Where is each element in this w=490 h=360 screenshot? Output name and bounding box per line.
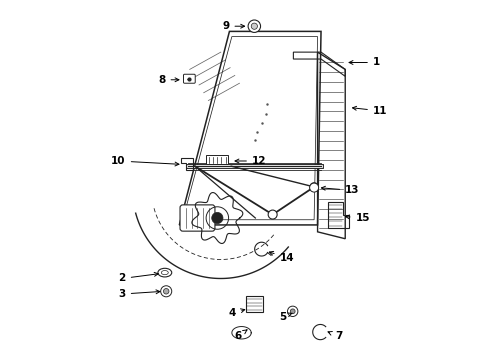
- FancyBboxPatch shape: [180, 205, 215, 231]
- Text: 7: 7: [328, 331, 342, 341]
- Circle shape: [268, 210, 277, 219]
- Text: 12: 12: [235, 156, 267, 166]
- FancyBboxPatch shape: [183, 74, 195, 83]
- Text: 15: 15: [345, 213, 370, 223]
- Text: 1: 1: [349, 58, 380, 67]
- Circle shape: [310, 183, 318, 191]
- Text: 14: 14: [270, 251, 294, 263]
- Circle shape: [290, 309, 295, 314]
- Text: 9: 9: [222, 21, 245, 31]
- FancyBboxPatch shape: [206, 155, 228, 164]
- Circle shape: [212, 212, 223, 224]
- Circle shape: [164, 288, 169, 294]
- Text: 6: 6: [234, 330, 247, 341]
- Text: 4: 4: [229, 308, 245, 318]
- Text: 11: 11: [352, 106, 388, 116]
- Text: 10: 10: [111, 156, 179, 166]
- Text: 5: 5: [280, 311, 292, 321]
- Circle shape: [288, 306, 298, 316]
- Circle shape: [251, 23, 257, 29]
- Circle shape: [310, 183, 318, 192]
- Circle shape: [248, 20, 261, 32]
- Text: 13: 13: [321, 185, 360, 195]
- Text: 2: 2: [119, 273, 158, 283]
- Text: 8: 8: [158, 75, 179, 85]
- Text: 3: 3: [119, 289, 160, 299]
